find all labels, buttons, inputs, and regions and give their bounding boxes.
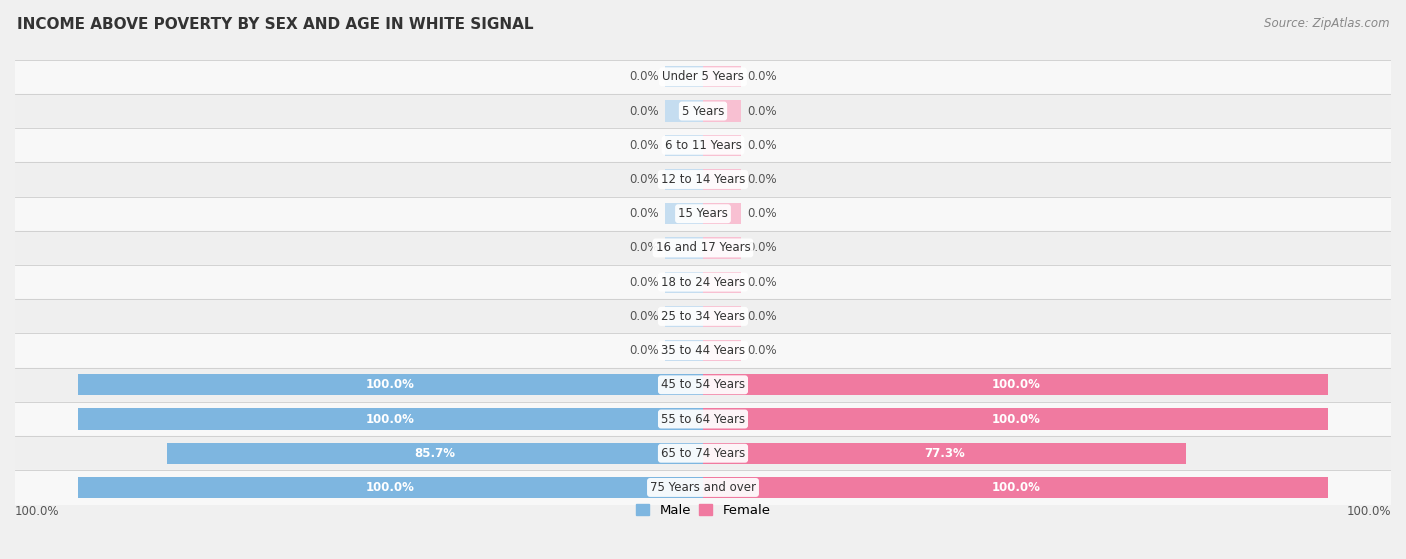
Text: 75 Years and over: 75 Years and over: [650, 481, 756, 494]
Text: 100.0%: 100.0%: [991, 481, 1040, 494]
Text: 100.0%: 100.0%: [366, 378, 415, 391]
Text: Source: ZipAtlas.com: Source: ZipAtlas.com: [1264, 17, 1389, 30]
Bar: [167, 443, 703, 464]
Bar: [665, 169, 703, 190]
Text: 5 Years: 5 Years: [682, 105, 724, 117]
Bar: [665, 238, 703, 258]
Bar: [15, 334, 1391, 368]
Text: 45 to 54 Years: 45 to 54 Years: [661, 378, 745, 391]
Bar: [15, 402, 1391, 436]
Text: 35 to 44 Years: 35 to 44 Years: [661, 344, 745, 357]
Text: 100.0%: 100.0%: [366, 413, 415, 425]
Bar: [703, 409, 1329, 430]
Text: 0.0%: 0.0%: [747, 70, 776, 83]
Text: 100.0%: 100.0%: [991, 413, 1040, 425]
Bar: [703, 443, 1187, 464]
Bar: [77, 477, 703, 498]
Bar: [665, 203, 703, 224]
Text: Under 5 Years: Under 5 Years: [662, 70, 744, 83]
Bar: [665, 66, 703, 87]
Text: 0.0%: 0.0%: [747, 310, 776, 323]
Text: 0.0%: 0.0%: [747, 241, 776, 254]
Text: 6 to 11 Years: 6 to 11 Years: [665, 139, 741, 151]
Bar: [15, 470, 1391, 505]
Text: 12 to 14 Years: 12 to 14 Years: [661, 173, 745, 186]
Bar: [15, 197, 1391, 231]
Text: 0.0%: 0.0%: [630, 139, 659, 151]
Bar: [15, 94, 1391, 128]
Text: 0.0%: 0.0%: [630, 207, 659, 220]
Text: 0.0%: 0.0%: [747, 139, 776, 151]
Bar: [703, 306, 741, 327]
Bar: [665, 101, 703, 122]
Bar: [665, 272, 703, 293]
Bar: [15, 299, 1391, 334]
Text: 0.0%: 0.0%: [747, 207, 776, 220]
Bar: [15, 231, 1391, 265]
Bar: [703, 101, 741, 122]
Bar: [703, 477, 1329, 498]
Bar: [703, 238, 741, 258]
Text: 0.0%: 0.0%: [630, 70, 659, 83]
Text: 85.7%: 85.7%: [415, 447, 456, 459]
Bar: [15, 368, 1391, 402]
Text: 100.0%: 100.0%: [1347, 505, 1391, 518]
Text: 0.0%: 0.0%: [630, 310, 659, 323]
Text: 0.0%: 0.0%: [630, 241, 659, 254]
Text: 16 and 17 Years: 16 and 17 Years: [655, 241, 751, 254]
Bar: [665, 340, 703, 361]
Bar: [703, 169, 741, 190]
Bar: [703, 135, 741, 156]
Text: 0.0%: 0.0%: [630, 105, 659, 117]
Text: 100.0%: 100.0%: [15, 505, 59, 518]
Text: 25 to 34 Years: 25 to 34 Years: [661, 310, 745, 323]
Bar: [15, 265, 1391, 299]
Bar: [665, 135, 703, 156]
Text: 18 to 24 Years: 18 to 24 Years: [661, 276, 745, 288]
Bar: [15, 162, 1391, 197]
Text: 55 to 64 Years: 55 to 64 Years: [661, 413, 745, 425]
Bar: [77, 409, 703, 430]
Bar: [15, 436, 1391, 470]
Text: 15 Years: 15 Years: [678, 207, 728, 220]
Text: 0.0%: 0.0%: [630, 276, 659, 288]
Bar: [703, 374, 1329, 395]
Text: 100.0%: 100.0%: [991, 378, 1040, 391]
Text: 0.0%: 0.0%: [630, 173, 659, 186]
Text: 0.0%: 0.0%: [747, 173, 776, 186]
Text: 0.0%: 0.0%: [747, 276, 776, 288]
Text: 65 to 74 Years: 65 to 74 Years: [661, 447, 745, 459]
Bar: [703, 272, 741, 293]
Bar: [703, 340, 741, 361]
Text: 100.0%: 100.0%: [366, 481, 415, 494]
Bar: [15, 128, 1391, 162]
Bar: [703, 203, 741, 224]
Text: 0.0%: 0.0%: [747, 344, 776, 357]
Bar: [77, 374, 703, 395]
Legend: Male, Female: Male, Female: [630, 499, 776, 523]
Text: 0.0%: 0.0%: [747, 105, 776, 117]
Bar: [15, 60, 1391, 94]
Text: 0.0%: 0.0%: [630, 344, 659, 357]
Text: INCOME ABOVE POVERTY BY SEX AND AGE IN WHITE SIGNAL: INCOME ABOVE POVERTY BY SEX AND AGE IN W…: [17, 17, 533, 32]
Bar: [703, 66, 741, 87]
Text: 77.3%: 77.3%: [924, 447, 965, 459]
Bar: [665, 306, 703, 327]
